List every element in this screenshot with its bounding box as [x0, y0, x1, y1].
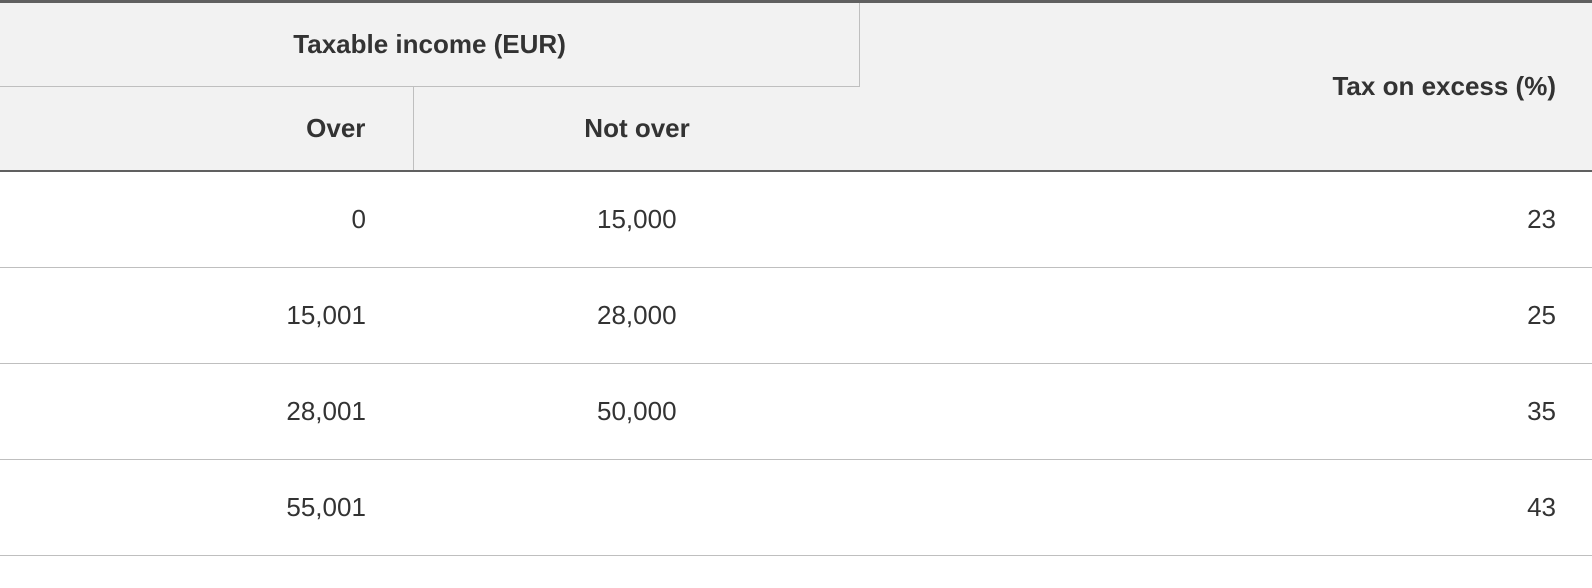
table-row: 0 15,000 23 — [0, 171, 1592, 268]
table-row: 28,001 50,000 35 — [0, 364, 1592, 460]
table-row: 15,001 28,000 25 — [0, 268, 1592, 364]
cell-tax-excess: 23 — [860, 171, 1592, 268]
cell-over: 15,001 — [0, 268, 414, 364]
column-header-tax-excess: Tax on excess (%) — [860, 2, 1592, 172]
column-group-taxable-income: Taxable income (EUR) — [0, 2, 860, 87]
table-body: 0 15,000 23 15,001 28,000 25 28,001 50,0… — [0, 171, 1592, 556]
column-header-not-over: Not over — [414, 87, 860, 172]
table-header: Taxable income (EUR) Tax on excess (%) O… — [0, 2, 1592, 172]
table-row: 55,001 43 — [0, 460, 1592, 556]
tax-bracket-table: Taxable income (EUR) Tax on excess (%) O… — [0, 0, 1592, 556]
cell-over: 55,001 — [0, 460, 414, 556]
cell-tax-excess: 43 — [860, 460, 1592, 556]
cell-over: 28,001 — [0, 364, 414, 460]
cell-not-over: 15,000 — [414, 171, 860, 268]
cell-not-over: 50,000 — [414, 364, 860, 460]
cell-not-over — [414, 460, 860, 556]
cell-over: 0 — [0, 171, 414, 268]
cell-tax-excess: 35 — [860, 364, 1592, 460]
cell-tax-excess: 25 — [860, 268, 1592, 364]
cell-not-over: 28,000 — [414, 268, 860, 364]
column-header-over: Over — [0, 87, 414, 172]
